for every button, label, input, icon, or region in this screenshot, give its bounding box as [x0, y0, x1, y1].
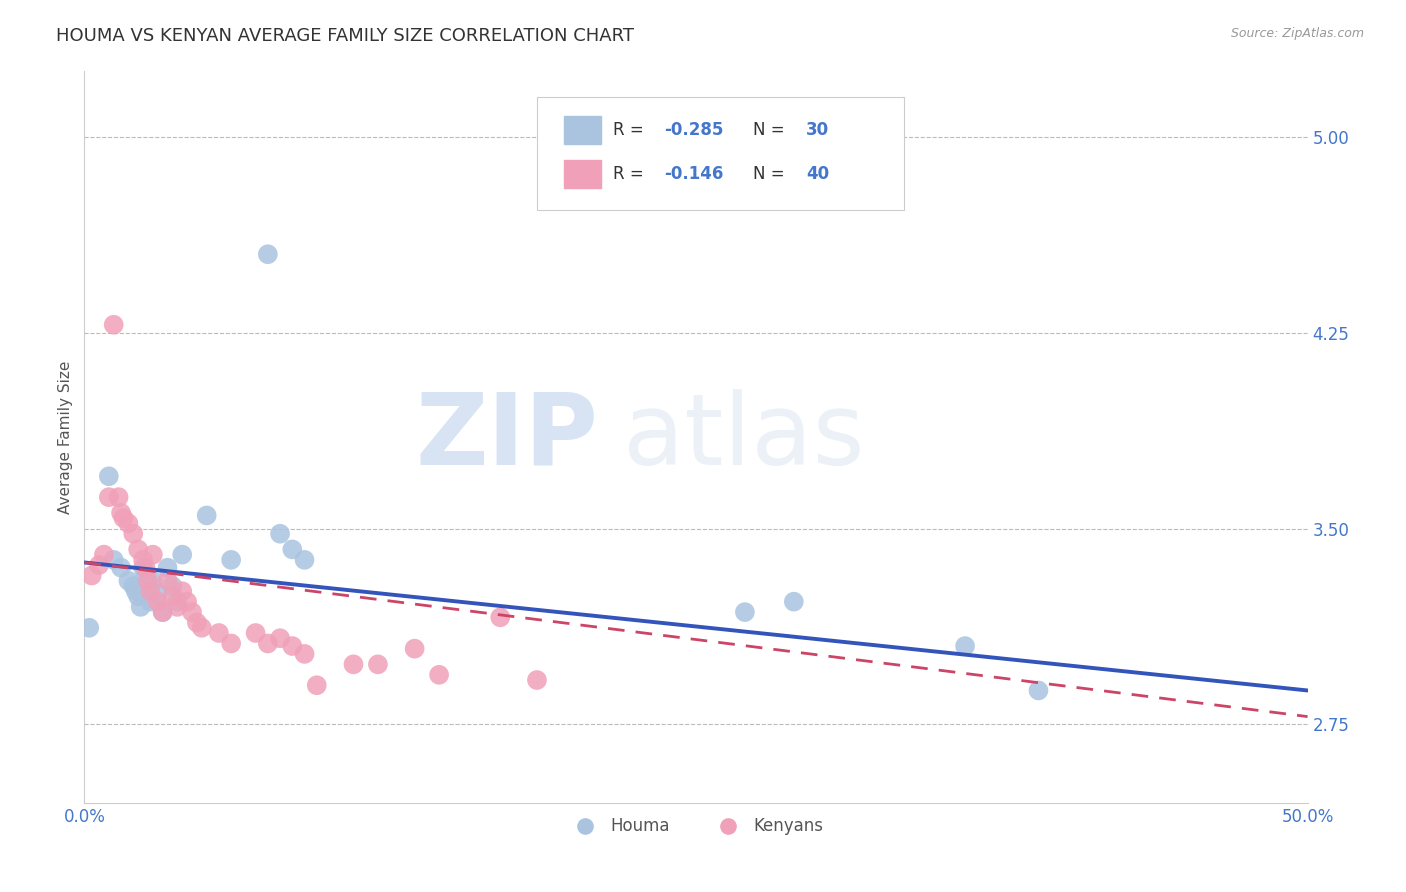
Text: -0.285: -0.285	[664, 121, 724, 139]
Point	[219, 553, 242, 567]
FancyBboxPatch shape	[537, 97, 904, 211]
Point	[97, 490, 120, 504]
Point	[245, 626, 267, 640]
Point	[257, 636, 280, 650]
Text: N =: N =	[754, 121, 790, 139]
Point	[93, 548, 115, 562]
Point	[281, 639, 304, 653]
Point	[136, 579, 159, 593]
Point	[110, 560, 132, 574]
Point	[427, 668, 450, 682]
Text: R =: R =	[613, 165, 648, 183]
Point	[103, 318, 125, 332]
Text: -0.146: -0.146	[664, 165, 724, 183]
Text: R =: R =	[613, 121, 648, 139]
Point	[142, 574, 165, 588]
Legend: Houma, Kenyans: Houma, Kenyans	[562, 811, 830, 842]
Point	[112, 511, 135, 525]
Point	[87, 558, 110, 573]
Point	[139, 584, 162, 599]
Point	[80, 568, 103, 582]
Point	[117, 516, 139, 531]
Point	[783, 594, 806, 608]
Text: 40: 40	[806, 165, 830, 183]
Point	[136, 574, 159, 588]
Point	[110, 506, 132, 520]
Point	[489, 610, 512, 624]
Point	[152, 605, 174, 619]
Point	[132, 553, 155, 567]
Point	[166, 594, 188, 608]
Point	[127, 542, 149, 557]
Point	[129, 599, 152, 614]
Point	[208, 626, 231, 640]
Text: HOUMA VS KENYAN AVERAGE FAMILY SIZE CORRELATION CHART: HOUMA VS KENYAN AVERAGE FAMILY SIZE CORR…	[56, 27, 634, 45]
Point	[281, 542, 304, 557]
Point	[294, 553, 316, 567]
Point	[139, 594, 162, 608]
Point	[1028, 683, 1050, 698]
Point	[367, 657, 389, 672]
Point	[135, 560, 157, 574]
Point	[156, 574, 179, 588]
Point	[172, 548, 194, 562]
Point	[269, 526, 291, 541]
Point	[125, 584, 148, 599]
Point	[166, 599, 188, 614]
Bar	[564, 160, 600, 187]
Point	[146, 594, 169, 608]
Point	[181, 605, 204, 619]
Point	[152, 605, 174, 619]
Text: N =: N =	[754, 165, 790, 183]
Text: atlas: atlas	[623, 389, 865, 485]
Point	[342, 657, 364, 672]
Point	[103, 553, 125, 567]
Text: ZIP: ZIP	[415, 389, 598, 485]
Point	[146, 587, 169, 601]
Point	[127, 590, 149, 604]
Y-axis label: Average Family Size: Average Family Size	[58, 360, 73, 514]
Point	[269, 632, 291, 646]
Point	[305, 678, 328, 692]
Point	[97, 469, 120, 483]
Point	[107, 490, 129, 504]
Point	[195, 508, 218, 523]
Point	[142, 548, 165, 562]
Text: 30: 30	[806, 121, 830, 139]
Point	[132, 560, 155, 574]
Point	[526, 673, 548, 687]
Text: Source: ZipAtlas.com: Source: ZipAtlas.com	[1230, 27, 1364, 40]
Point	[122, 526, 145, 541]
Point	[156, 560, 179, 574]
Point	[117, 574, 139, 588]
Point	[135, 568, 157, 582]
Bar	[564, 116, 600, 144]
Point	[172, 584, 194, 599]
Point	[404, 641, 426, 656]
Point	[162, 590, 184, 604]
Point	[122, 579, 145, 593]
Point	[162, 579, 184, 593]
Point	[191, 621, 214, 635]
Point	[77, 621, 100, 635]
Point	[953, 639, 976, 653]
Point	[176, 594, 198, 608]
Point	[219, 636, 242, 650]
Point	[734, 605, 756, 619]
Point	[294, 647, 316, 661]
Point	[186, 615, 208, 630]
Point	[257, 247, 280, 261]
